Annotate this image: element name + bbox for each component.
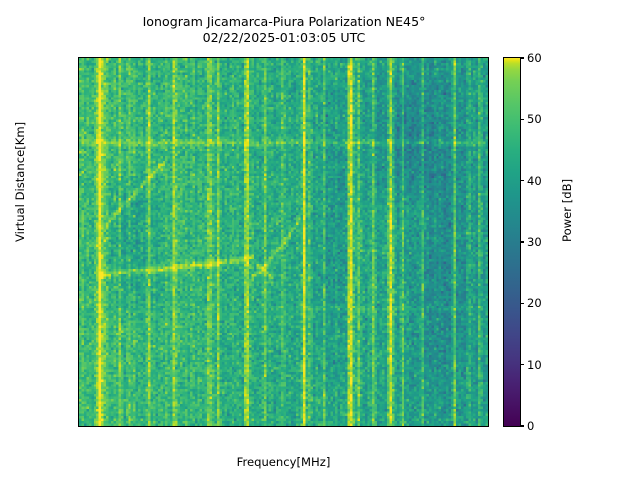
y-tick-label: 2000 xyxy=(78,174,79,188)
colorbar-tick-label: 50 xyxy=(520,112,542,126)
x-tick-label: 14 xyxy=(431,426,446,427)
x-tick-label: 8 xyxy=(262,426,269,427)
x-axis-label: Frequency[MHz] xyxy=(236,455,331,469)
ionogram-heatmap xyxy=(79,58,488,426)
x-tick-label: 12 xyxy=(374,426,389,427)
y-tick-label: 0 xyxy=(78,419,79,427)
colorbar-tick-label: 0 xyxy=(520,419,534,433)
y-axis-label: Virtual Distance[Km] xyxy=(13,121,27,242)
x-tick-label: 2 xyxy=(89,426,96,427)
title-line-1: Ionogram Jicamarca-Piura Polarization NE… xyxy=(142,14,426,29)
y-tick-label: 2500 xyxy=(78,112,79,126)
y-tick-label: 1000 xyxy=(78,296,79,310)
colorbar-label: Power [dB] xyxy=(560,178,574,242)
colorbar-tick-label: 10 xyxy=(520,358,542,372)
x-tick-label: 10 xyxy=(316,426,331,427)
page-title: Ionogram Jicamarca-Piura Polarization NE… xyxy=(0,14,568,46)
y-tick-label: 3000 xyxy=(78,57,79,65)
colorbar-tick-label: 60 xyxy=(520,51,542,65)
title-line-2: 02/22/2025-01:03:05 UTC xyxy=(202,30,366,45)
x-tick-label: 6 xyxy=(204,426,211,427)
colorbar-tick-label: 20 xyxy=(520,296,542,310)
ionogram-plot-area[interactable]: 0 500 1000 1500 2000 2500 3000 2 4 6 8 10 12 14 xyxy=(78,57,489,427)
colorbar-tick-label: 40 xyxy=(520,174,542,188)
colorbar[interactable]: 0 10 20 30 40 50 60 xyxy=(503,51,542,433)
y-tick-label: 1500 xyxy=(78,235,79,249)
x-tick-label: 4 xyxy=(147,426,154,427)
y-tick-label: 500 xyxy=(78,358,79,372)
colorbar-tick-label: 30 xyxy=(520,235,542,249)
